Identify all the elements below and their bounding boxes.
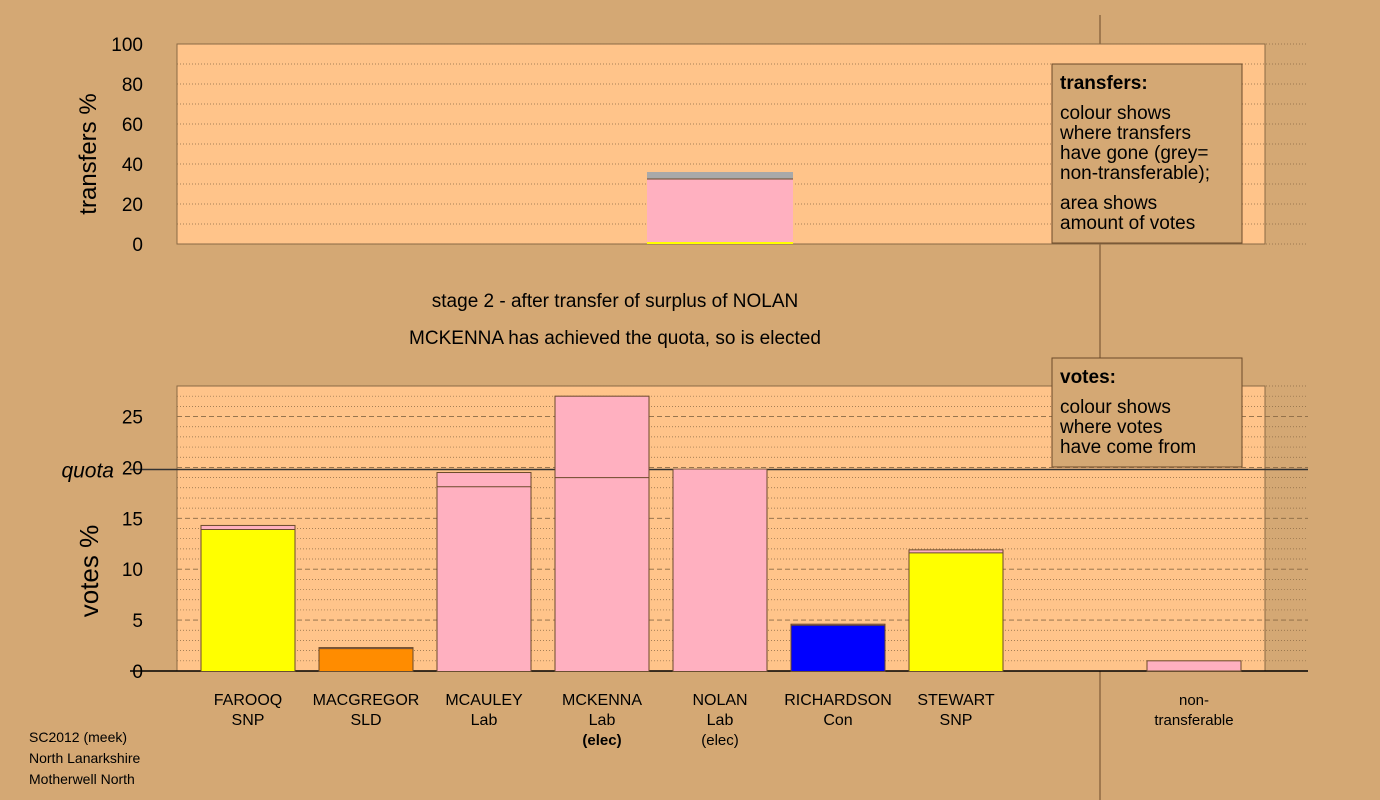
quota-label: quota (61, 459, 114, 482)
candidate-party-label: Lab (471, 712, 498, 729)
candidate-name-label: NOLAN (692, 692, 747, 709)
votes-legend: votes: colour shows where votes have com… (1051, 357, 1243, 468)
vote-bar-base-Lab (673, 469, 767, 671)
footer-line-1: SC2012 (meek) (29, 729, 127, 745)
votes-y-tick-label: 25 (122, 408, 143, 429)
transfers-y-tick-label: 0 (132, 235, 143, 256)
transfers-bars (647, 172, 793, 244)
candidate-status-label: (elec) (582, 732, 621, 749)
votes-y-tick-label: 10 (122, 560, 143, 581)
candidate-name-label: MCKENNA (562, 692, 642, 709)
footer-line-2: North Lanarkshire (29, 750, 140, 766)
transfers-y-tick-label: 60 (122, 115, 143, 136)
candidate-status-label: (elec) (701, 732, 739, 749)
vote-bar-base-SLD (319, 648, 413, 671)
votes-legend-line-1: colour shows (1060, 397, 1171, 418)
stage-subtitle: MCKENNA has achieved the quota, so is el… (409, 328, 821, 349)
votes-y-tick-label: 0 (132, 662, 143, 683)
non-transferable-bar (1146, 660, 1242, 672)
transfers-legend-box (1051, 63, 1243, 244)
transfers-y-tick-label: 20 (122, 195, 143, 216)
transfers-legend-line-1: colour shows (1060, 103, 1171, 124)
transfers-y-axis-label: transfers % (75, 93, 102, 214)
votes-y-ticks: 0 5 10 15 20 25 (122, 408, 143, 683)
transfer-segment-Lab (647, 179, 793, 242)
candidate-name-label: FAROOQ (214, 692, 282, 709)
candidate-name-label: STEWART (917, 692, 995, 709)
transfer-segment-SNP (647, 242, 793, 244)
votes-legend-heading: votes: (1060, 367, 1116, 388)
candidate-name-label: MACGREGOR (313, 692, 420, 709)
transfers-y-ticks: 0 20 40 60 80 100 (111, 35, 143, 256)
votes-y-tick-label: 5 (132, 611, 143, 632)
votes-plot: 0 5 10 15 20 25 FAROOQ SNP MACGREGOR SLD MCAULEY L… (61, 385, 1308, 749)
vote-bar-base-SNP (201, 529, 295, 671)
vote-bar-base-SNP (909, 552, 1003, 671)
votes-bars (200, 395, 1242, 672)
transfers-legend-line-5: area shows (1060, 193, 1157, 214)
votes-category-labels: FAROOQ SNP MACGREGOR SLD MCAULEY Lab MCKENNA La… (214, 692, 1234, 749)
votes-legend-line-2: where votes (1059, 417, 1162, 438)
votes-legend-line-3: have come from (1060, 437, 1196, 458)
candidate-name-label: MCAULEY (445, 692, 523, 709)
vote-bar-base-Lab (555, 477, 649, 671)
transfers-y-tick-label: 100 (111, 35, 143, 56)
transfers-legend-line-6: amount of votes (1060, 213, 1195, 234)
candidate-name-label: RICHARDSON (784, 692, 892, 709)
candidate-party-label: Lab (707, 712, 734, 729)
footer-line-3: Motherwell North (29, 771, 135, 787)
candidate-party-label: SNP (940, 712, 973, 729)
transfer-segment-non_transferable (647, 172, 793, 179)
votes-y-tick-label: 20 (122, 458, 143, 479)
vote-bar-base-Lab (437, 486, 531, 671)
votes-y-tick-label: 15 (122, 509, 143, 530)
non-transferable-label-2: transferable (1154, 712, 1233, 729)
candidate-party-label: SNP (232, 712, 265, 729)
candidate-party-label: Con (823, 712, 852, 729)
candidate-party-label: Lab (589, 712, 616, 729)
stage-title: stage 2 - after transfer of surplus of N… (432, 291, 798, 312)
transfers-legend-line-2: where transfers (1059, 123, 1191, 144)
transfers-legend-line-4: non-transferable); (1060, 163, 1210, 184)
non-transferable-label-1: non- (1179, 692, 1209, 709)
candidate-party-label: SLD (350, 712, 381, 729)
transfers-legend-line-3: have gone (grey= (1060, 143, 1208, 164)
transfers-legend-heading: transfers: (1060, 73, 1148, 94)
votes-y-axis-label: votes % (74, 525, 104, 618)
vote-bar-base-Con (791, 625, 885, 671)
transfers-y-tick-label: 80 (122, 75, 143, 96)
transfers-y-tick-label: 40 (122, 155, 143, 176)
transfers-legend: transfers: colour shows where transfers … (1051, 63, 1243, 244)
votes-legend-box (1051, 357, 1243, 468)
